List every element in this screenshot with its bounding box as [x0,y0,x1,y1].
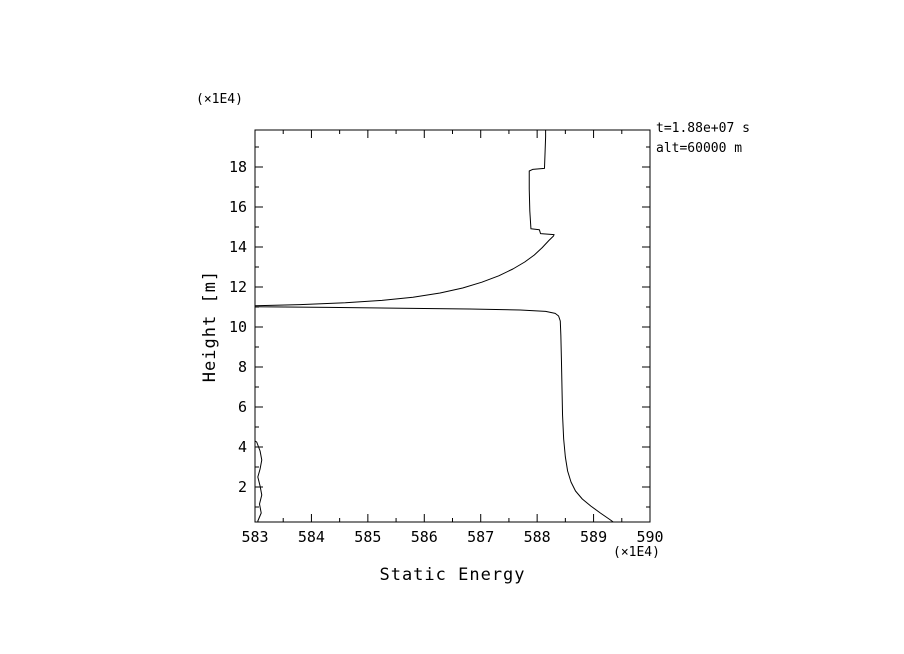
x-axis-title: Static Energy [379,565,526,585]
y-tick-label: 2 [238,478,247,496]
annotation-altitude: alt=60000 m [656,141,743,156]
x-axis-scale-note: (×1E4) [613,545,660,560]
x-tick-label: 590 [636,528,663,546]
y-tick-label: 12 [229,278,247,296]
x-tick-label: 584 [298,528,325,546]
series-static-energy-profile [255,130,615,522]
annotation-time: t=1.88e+07 s [656,121,750,136]
y-axis-title: Height [m] [200,269,220,383]
series-near-left-axis-segment [255,440,263,522]
x-tick-label: 585 [354,528,381,546]
plot-box [254,129,651,523]
x-tick-label: 588 [524,528,551,546]
y-tick-label: 14 [229,238,247,256]
y-tick-label: 8 [238,358,247,376]
y-tick-label: 16 [229,198,247,216]
x-tick-label: 587 [467,528,494,546]
x-tick-label: 589 [580,528,607,546]
y-tick-label: 18 [229,158,247,176]
y-axis-scale-note: (×1E4) [196,92,243,107]
y-tick-label: 4 [238,438,247,456]
annotation-block: t=1.88e+07 s alt=60000 m [656,119,750,159]
x-tick-label: 586 [411,528,438,546]
y-tick-label: 10 [229,318,247,336]
x-tick-label: 583 [241,528,268,546]
y-tick-label: 6 [238,398,247,416]
